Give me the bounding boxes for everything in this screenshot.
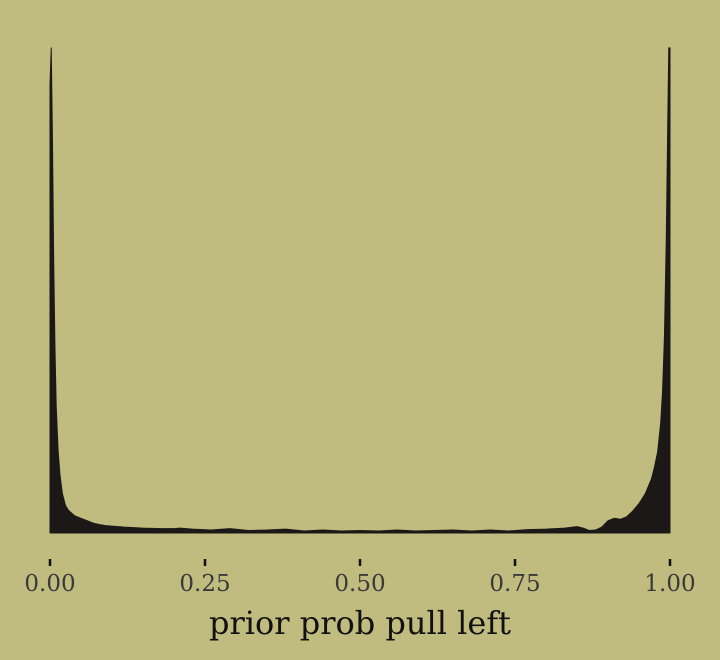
x-axis: 0.00 0.25 0.50 0.75 1.00 bbox=[24, 559, 696, 597]
x-tick-label-3: 0.75 bbox=[489, 571, 540, 597]
density-marks bbox=[49, 47, 671, 534]
x-tick-label-4: 1.00 bbox=[644, 571, 695, 597]
x-tick-label-2: 0.50 bbox=[334, 571, 385, 597]
x-axis-title: prior prob pull left bbox=[209, 604, 511, 642]
density-area-0 bbox=[49, 47, 671, 534]
x-tick-label-0: 0.00 bbox=[24, 571, 75, 597]
x-tick-label-1: 0.25 bbox=[179, 571, 230, 597]
